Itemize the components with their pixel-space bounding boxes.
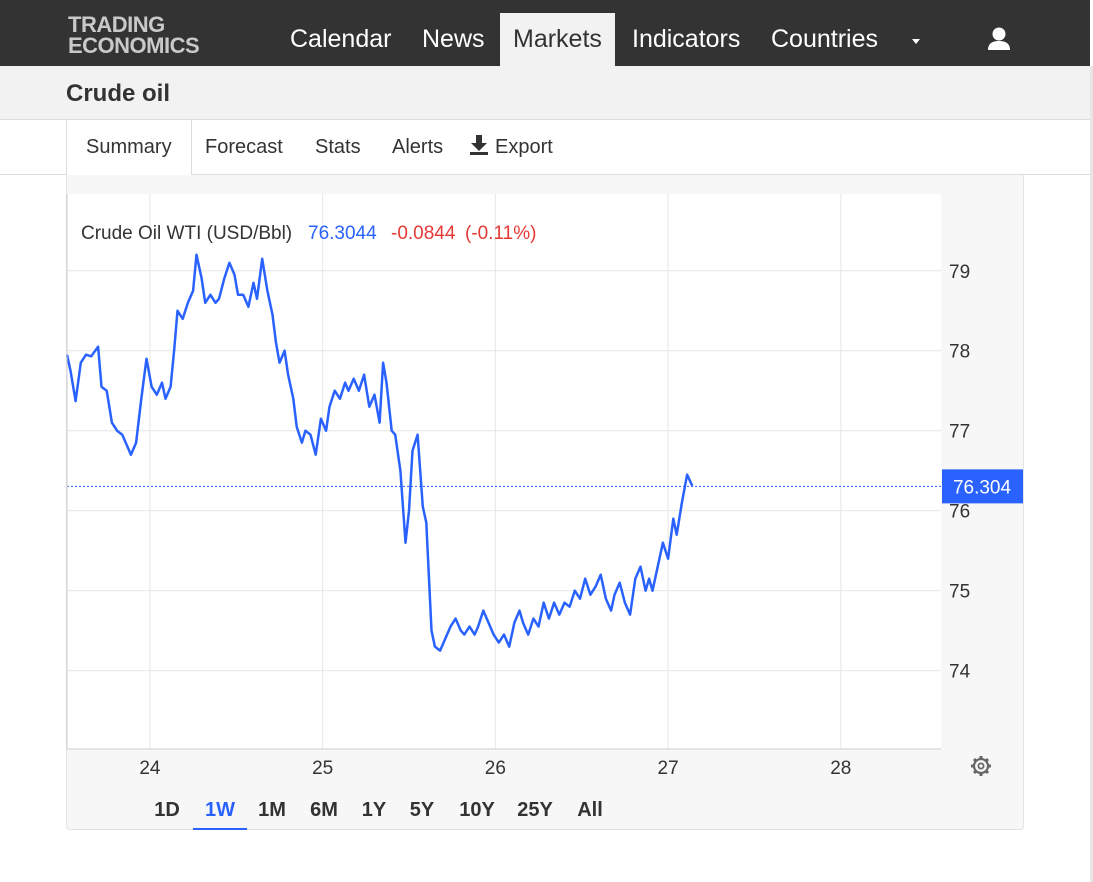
range-10y[interactable]: 10Y [459, 799, 495, 821]
range-1d[interactable]: 1D [154, 799, 180, 821]
y-tick-label: 75 [949, 582, 970, 603]
legend-value: 76.3044 [308, 223, 377, 244]
tab-export-label: Export [495, 136, 553, 158]
download-icon [469, 123, 489, 155]
page-title: Crude oil [66, 80, 171, 107]
y-tick-label: 77 [949, 422, 970, 443]
y-tick-label: 76 [949, 502, 970, 523]
gear-icon[interactable] [971, 756, 991, 776]
price-chart[interactable]: 74 75 76 77 78 79 24 25 26 27 28 Crude Oil WTI (US… [66, 175, 1024, 785]
axis-layer: 74 75 76 77 78 79 24 25 26 27 28 [66, 194, 971, 779]
range-1w[interactable]: 1W [193, 784, 247, 830]
plot-area [67, 194, 941, 749]
x-tick-label: 27 [658, 758, 679, 779]
tab-stats[interactable]: Stats [315, 136, 361, 158]
x-tick-label: 25 [312, 758, 333, 779]
top-navigation: TRADING ECONOMICS Calendar News Markets … [0, 0, 1090, 66]
legend-change-percent: (-0.11%) [465, 223, 536, 244]
last-value-label: 76.304 [953, 477, 1012, 498]
sub-tabs: Summary Forecast Stats Alerts Export [0, 120, 1090, 176]
last-value-marker: 76.304 [942, 469, 1023, 504]
series-line [66, 253, 694, 652]
logo-line-2: ECONOMICS [68, 33, 200, 58]
y-tick-label: 74 [949, 662, 971, 683]
trading-economics-logo[interactable]: TRADING ECONOMICS [68, 14, 238, 58]
tab-export[interactable]: Export [450, 120, 572, 175]
tab-alerts[interactable]: Alerts [392, 136, 444, 158]
range-6m[interactable]: 6M [310, 799, 338, 821]
range-selector: 1D 1W 1M 6M 1Y 5Y 10Y 25Y All [66, 784, 1024, 830]
last-value-box [942, 469, 1023, 504]
title-bar: Crude oil [0, 66, 1090, 120]
nav-item-news[interactable]: News [422, 25, 485, 53]
y-tick-label: 78 [949, 342, 970, 363]
legend-change: -0.0844 [391, 223, 456, 244]
x-tick-label: 28 [830, 758, 851, 779]
tab-summary[interactable]: Summary [66, 120, 192, 176]
range-active-underline [193, 828, 247, 830]
x-tick-label: 26 [485, 758, 506, 779]
range-1m[interactable]: 1M [258, 799, 286, 821]
range-1y[interactable]: 1Y [361, 799, 387, 821]
range-5y[interactable]: 5Y [409, 799, 435, 821]
tab-forecast[interactable]: Forecast [205, 136, 283, 158]
chart-grid [67, 194, 941, 749]
nav-item-indicators[interactable]: Indicators [632, 25, 741, 53]
range-1w-label: 1W [205, 799, 235, 821]
chart-legend: Crude Oil WTI (USD/Bbl) 76.3044 -0.0844 … [81, 223, 536, 244]
page-scrollbar[interactable] [1090, 66, 1093, 882]
range-all[interactable]: All [577, 799, 603, 821]
nav-item-countries[interactable]: Countries [771, 25, 878, 53]
series-layer [66, 253, 941, 652]
caret-down-icon[interactable] [904, 26, 928, 56]
legend-series-name: Crude Oil WTI (USD/Bbl) [81, 223, 292, 244]
y-tick-label: 79 [949, 262, 970, 283]
logo-line-1: TRADING [68, 12, 165, 37]
nav-item-calendar[interactable]: Calendar [290, 25, 392, 53]
user-icon[interactable] [985, 26, 1015, 54]
nav-item-markets[interactable]: Markets [500, 13, 615, 66]
range-25y[interactable]: 25Y [517, 799, 553, 821]
x-tick-label: 24 [139, 758, 161, 779]
